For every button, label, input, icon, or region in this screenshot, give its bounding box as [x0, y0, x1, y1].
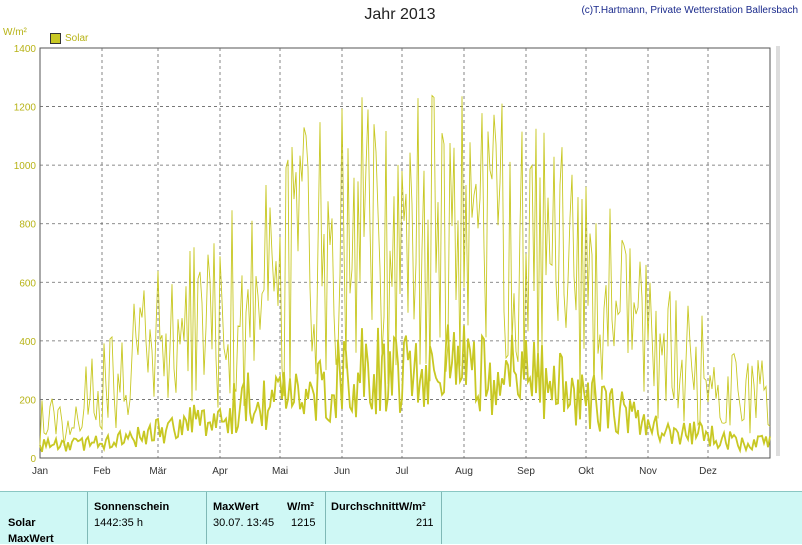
- x-tick-label: Mai: [272, 466, 288, 477]
- x-tick-label: Mär: [149, 466, 167, 477]
- stats-separator: [325, 492, 326, 544]
- stats-separator: [206, 492, 207, 544]
- y-tick-label: 1400: [14, 44, 37, 55]
- x-tick-label: Okt: [578, 466, 594, 477]
- series-group: [39, 94, 771, 454]
- x-tick-label: Jul: [396, 466, 409, 477]
- scroll-marker[interactable]: [776, 46, 780, 456]
- maxwert-value: 1215: [291, 517, 316, 529]
- y-axis-unit: W/m²: [3, 27, 27, 38]
- series-line-maxwert: [39, 94, 771, 446]
- y-tick-label: 600: [19, 278, 36, 289]
- grid: [40, 48, 770, 458]
- x-tick-label: Jan: [32, 466, 48, 477]
- x-tick-label: Sep: [517, 466, 535, 477]
- y-tick-label: 0: [30, 454, 36, 465]
- x-tick-label: Feb: [93, 466, 111, 477]
- stats-row-maxwert: MaxWert: [8, 533, 54, 545]
- durchschnitt-header: DurchschnittW/m²: [331, 501, 426, 513]
- y-tick-label: 400: [19, 337, 36, 348]
- stats-separator: [87, 492, 88, 544]
- sonnenschein-value: 1442:35 h: [94, 517, 143, 529]
- maxwert-header: MaxWert: [213, 501, 259, 513]
- stats-panel: Solar MaxWert Sonnenschein 1442:35 h Max…: [0, 491, 802, 545]
- legend-swatch: [50, 33, 61, 44]
- stats-separator: [441, 492, 442, 544]
- y-tick-label: 200: [19, 395, 36, 406]
- x-tick-label: Dez: [699, 466, 717, 477]
- legend: Solar: [50, 33, 88, 44]
- durchschnitt-value: 211: [416, 517, 434, 529]
- plot-area: [39, 47, 771, 459]
- y-axis: 0 200 400 600 800 1000 1200 1400: [14, 44, 37, 465]
- sonnenschein-header: Sonnenschein: [94, 501, 170, 513]
- legend-label: Solar: [65, 33, 89, 44]
- copyright-text: (c)T.Hartmann, Private Wetterstation Bal…: [581, 5, 798, 16]
- y-tick-label: 800: [19, 220, 36, 231]
- y-tick-label: 1000: [14, 161, 37, 172]
- x-tick-label: Aug: [455, 466, 473, 477]
- x-tick-label: Apr: [212, 466, 228, 477]
- stats-row-solar: Solar: [8, 517, 36, 529]
- maxwert-date: 30.07. 13:45: [213, 517, 275, 529]
- chart-title: Jahr 2013: [364, 6, 436, 23]
- x-axis: Jan Feb Mär Apr Mai Jun Jul Aug Sep Okt Nov Dez: [32, 466, 717, 477]
- maxwert-unit: W/m²: [287, 501, 314, 513]
- chart: 0 200 400 600 800 1000 1200 1400 Jan Feb Mär Apr Ma…: [14, 44, 780, 477]
- x-tick-label: Jun: [334, 466, 350, 477]
- series-line-durchschnitt: [39, 324, 771, 454]
- y-tick-label: 1200: [14, 103, 37, 114]
- x-tick-label: Nov: [639, 466, 657, 477]
